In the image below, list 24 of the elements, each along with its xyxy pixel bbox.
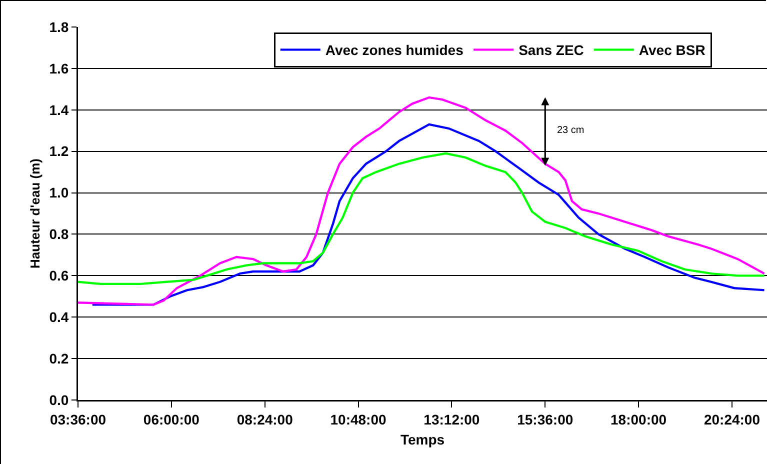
- y-tick-label: 1.4: [49, 102, 69, 118]
- y-tick-label: 0.2: [49, 350, 69, 366]
- x-tick-label: 20:24:00: [704, 411, 760, 428]
- y-tick-label: 1.2: [49, 143, 69, 160]
- y-tick-label: 0.4: [49, 309, 69, 326]
- y-tick-label: 1.8: [49, 18, 69, 35]
- y-tick-label: 1.0: [49, 184, 69, 201]
- x-tick-label: 13:12:00: [424, 411, 480, 428]
- legend-label: Avec BSR: [638, 42, 706, 58]
- x-tick-label: 15:36:00: [517, 411, 574, 428]
- x-axis-title: Temps: [400, 431, 445, 448]
- x-tick-label: 18:00:00: [610, 411, 667, 428]
- y-tick-label: 0.8: [49, 226, 69, 242]
- x-tick-label: 10:48:00: [330, 411, 386, 428]
- legend-label: Sans ZEC: [518, 42, 584, 58]
- y-tick-label: 0.0: [49, 392, 69, 408]
- x-tick-label: 08:24:00: [236, 411, 294, 428]
- y-tick-label: 0.6: [49, 268, 69, 284]
- x-tick-label: 03:36:00: [50, 411, 106, 428]
- legend-label: Avec zones humides: [325, 42, 464, 58]
- y-axis-title: Hauteur d'eau (m): [27, 158, 42, 268]
- annotation: 23 cm: [557, 125, 584, 136]
- x-tick-label: 06:00:00: [143, 411, 200, 428]
- y-tick-label: 1.6: [49, 60, 69, 76]
